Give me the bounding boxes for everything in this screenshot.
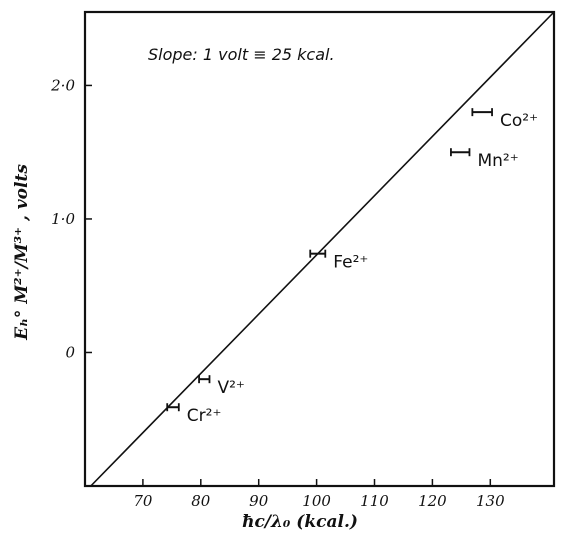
data-point: Cr²⁺ [166,403,222,426]
point-label: Fe²⁺ [333,253,368,273]
y-axis-label: Eₕ° M²⁺/M³⁺ , volts [12,164,32,341]
y-tick-label: 2·0 [50,76,75,94]
point-label: Cr²⁺ [187,406,222,426]
x-ticks: 70 80 90 100 110 120 130 [133,479,505,510]
data-point: Fe²⁺ [309,249,368,273]
x-tick-label: 110 [360,492,389,510]
slope-annotation: Slope: 1 volt ≡ 25 kcal. [148,45,335,64]
y-tick-label: 1·0 [51,210,75,228]
x-tick-label: 80 [191,492,211,510]
point-label: V²⁺ [217,378,244,398]
data-point: Co²⁺ [471,108,538,131]
plot-frame [83,10,556,488]
point-label: Co²⁺ [500,111,538,131]
data-points: Cr²⁺ V²⁺ Fe²⁺ Mn²⁺ Co²⁺ [166,108,538,426]
x-axis-label: ħc/λ₀ (kcal.) [242,512,358,532]
x-tick-label: 130 [476,492,505,510]
data-point: Mn²⁺ [450,148,519,171]
fit-line [90,11,555,487]
data-point: V²⁺ [198,375,245,398]
x-tick-label: 70 [133,492,153,510]
point-label: Mn²⁺ [477,151,518,171]
x-tick-label: 120 [418,492,447,510]
x-tick-label: 100 [302,492,331,510]
y-ticks: 2·0 1·0 0 [50,76,92,361]
y-tick-label: 0 [65,343,75,361]
x-tick-label: 90 [249,492,269,510]
